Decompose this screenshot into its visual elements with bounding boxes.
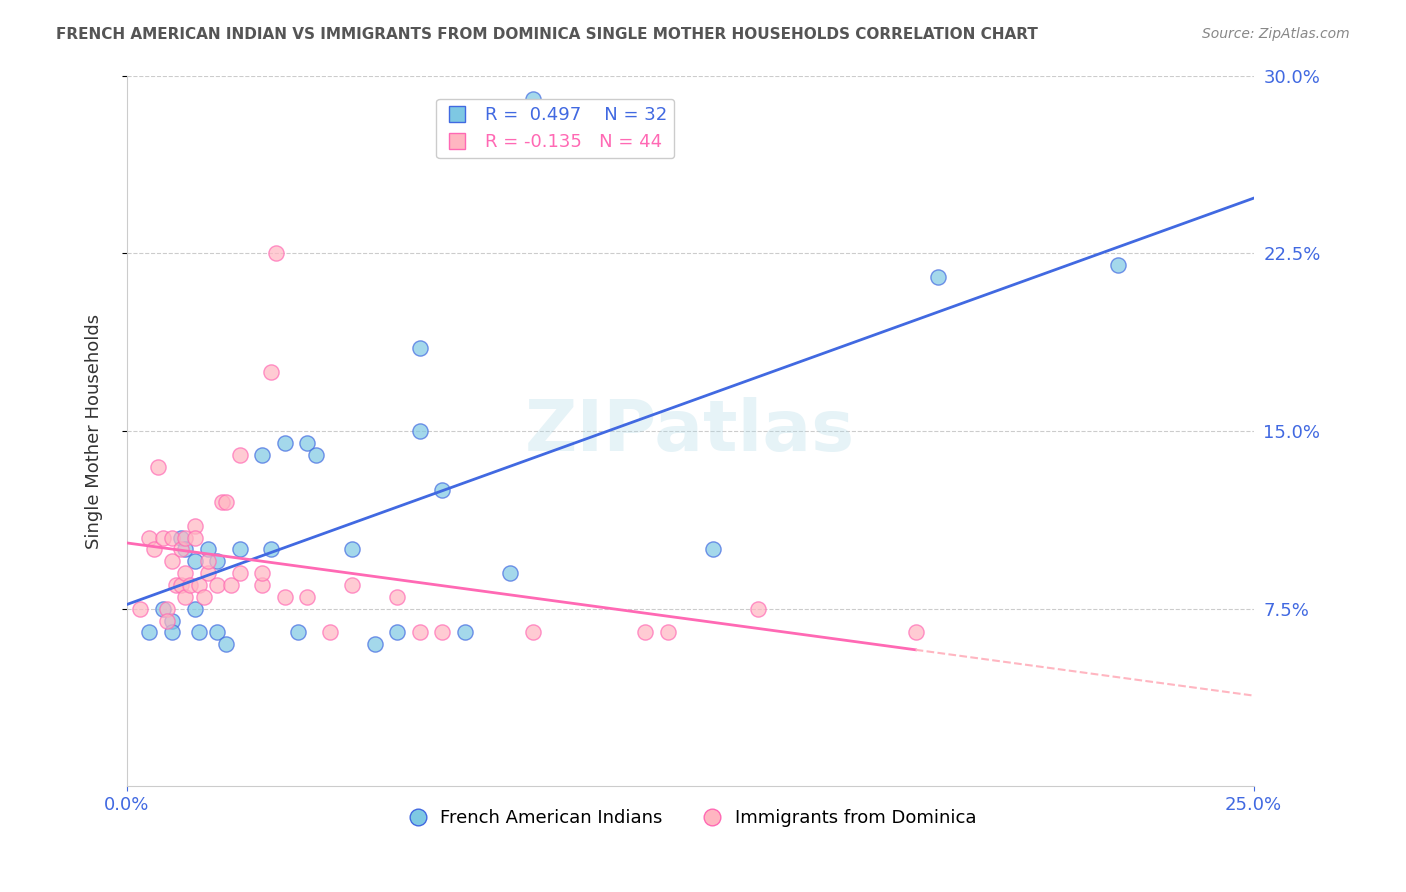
Point <box>305 448 328 462</box>
Point <box>454 625 477 640</box>
Point <box>183 601 205 615</box>
Point <box>138 625 160 640</box>
Point <box>174 531 197 545</box>
Point <box>205 625 228 640</box>
Point <box>215 637 238 651</box>
Point <box>1107 258 1129 272</box>
Point <box>160 554 183 568</box>
Point <box>174 590 197 604</box>
Point <box>260 365 283 379</box>
Point <box>273 435 295 450</box>
Point <box>205 554 228 568</box>
Point <box>160 614 183 628</box>
Point <box>215 495 238 509</box>
Point <box>273 590 295 604</box>
Point <box>927 269 949 284</box>
Point <box>228 448 250 462</box>
Point <box>188 625 211 640</box>
Point <box>183 518 205 533</box>
Point <box>160 625 183 640</box>
Text: FRENCH AMERICAN INDIAN VS IMMIGRANTS FROM DOMINICA SINGLE MOTHER HOUSEHOLDS CORR: FRENCH AMERICAN INDIAN VS IMMIGRANTS FRO… <box>56 27 1038 42</box>
Point <box>250 448 273 462</box>
Point <box>228 566 250 581</box>
Point <box>183 554 205 568</box>
Point <box>170 578 193 592</box>
Point <box>432 625 454 640</box>
Point <box>387 625 409 640</box>
Point <box>499 566 522 581</box>
Point <box>387 590 409 604</box>
Text: Source: ZipAtlas.com: Source: ZipAtlas.com <box>1202 27 1350 41</box>
Point <box>129 601 152 615</box>
Point <box>156 614 179 628</box>
Point <box>174 566 197 581</box>
Point <box>170 542 193 557</box>
Point <box>295 590 318 604</box>
Point <box>174 542 197 557</box>
Point <box>747 601 769 615</box>
Y-axis label: Single Mother Households: Single Mother Households <box>86 313 103 549</box>
Point <box>342 578 364 592</box>
Point <box>295 435 318 450</box>
Point <box>522 92 544 106</box>
Point <box>205 578 228 592</box>
Point <box>211 495 233 509</box>
Point <box>904 625 927 640</box>
Point <box>148 459 170 474</box>
Point <box>260 542 283 557</box>
Point <box>197 542 219 557</box>
Point <box>319 625 342 640</box>
Point <box>409 341 432 355</box>
Point <box>250 566 273 581</box>
Point <box>193 590 215 604</box>
Legend: French American Indians, Immigrants from Dominica: French American Indians, Immigrants from… <box>396 802 984 834</box>
Point <box>138 531 160 545</box>
Point <box>634 625 657 640</box>
Point <box>342 542 364 557</box>
Point <box>156 601 179 615</box>
Point <box>170 531 193 545</box>
Point <box>142 542 165 557</box>
Point <box>166 578 188 592</box>
Point <box>250 578 273 592</box>
Point <box>287 625 309 640</box>
Point <box>152 531 174 545</box>
Point <box>702 542 724 557</box>
Point <box>152 601 174 615</box>
Point <box>179 578 201 592</box>
Point <box>183 531 205 545</box>
Point <box>409 424 432 438</box>
Point <box>409 625 432 640</box>
Point <box>160 531 183 545</box>
Text: ZIPatlas: ZIPatlas <box>526 397 855 466</box>
Point <box>264 246 287 260</box>
Point <box>364 637 387 651</box>
Point <box>219 578 242 592</box>
Point <box>432 483 454 498</box>
Point <box>522 625 544 640</box>
Point <box>657 625 679 640</box>
Point <box>197 554 219 568</box>
Point <box>188 578 211 592</box>
Point <box>197 566 219 581</box>
Point <box>228 542 250 557</box>
